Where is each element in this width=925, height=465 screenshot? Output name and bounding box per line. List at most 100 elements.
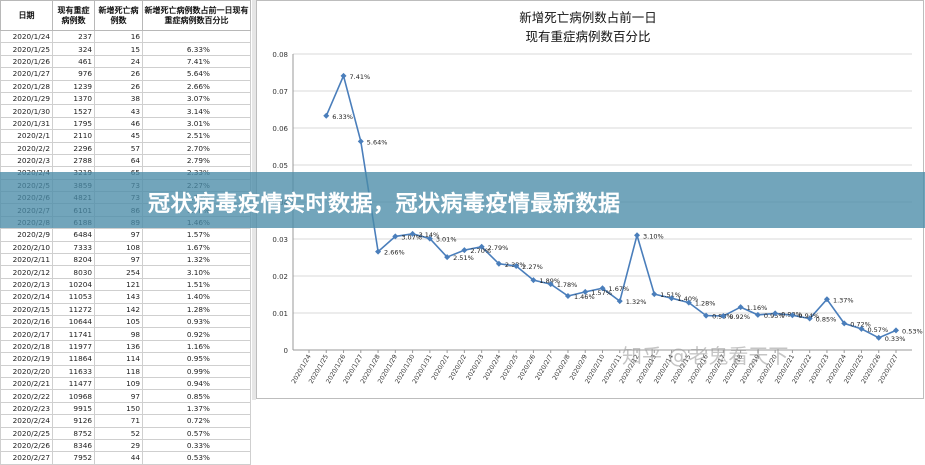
table-row: 2020/1/26 461 24 7.41% [0, 54, 251, 69]
cell-death-ratio: 0.92% [142, 327, 251, 341]
cell-death-ratio: 1.51% [142, 277, 251, 292]
table-row: 2020/2/22 10968 97 0.85% [0, 389, 251, 403]
cell-severe-cases: 7333 [52, 240, 95, 255]
cell-new-deaths: 97 [94, 228, 143, 242]
cell-severe-cases: 1370 [52, 91, 95, 106]
cell-date: 2020/1/28 [0, 79, 53, 93]
cell-death-ratio: 1.37% [142, 401, 251, 416]
cell-new-deaths: 64 [94, 153, 143, 168]
cell-date: 2020/2/13 [0, 277, 53, 292]
y-tick-label: 0.08 [272, 51, 288, 59]
cell-date: 2020/2/22 [0, 389, 53, 403]
data-point [634, 232, 641, 239]
cell-death-ratio: 2.66% [142, 79, 251, 93]
data-point [703, 312, 710, 319]
data-point [530, 277, 537, 284]
cell-death-ratio: 3.01% [142, 116, 251, 131]
header-death-ratio: 新增死亡病例数占前一日现有重症病例数百分比 [142, 0, 251, 31]
data-point [616, 298, 623, 305]
data-point [772, 310, 779, 317]
y-tick-label: 0.02 [272, 273, 288, 281]
table-row: 2020/2/27 7952 44 0.53% [0, 451, 251, 465]
table-row: 2020/2/23 9915 150 1.37% [0, 401, 251, 416]
cell-severe-cases: 461 [52, 54, 95, 69]
cell-death-ratio [142, 29, 251, 44]
data-label: 3.01% [436, 236, 457, 244]
data-point [513, 263, 520, 270]
cell-new-deaths: 16 [94, 29, 143, 44]
cell-date: 2020/2/14 [0, 290, 53, 304]
chart-gridlines [293, 53, 912, 351]
cell-new-deaths: 29 [94, 438, 143, 453]
data-label: 1.67% [609, 285, 630, 293]
table-row: 2020/2/16 10644 105 0.93% [0, 314, 251, 329]
y-tick-label: 0.01 [272, 310, 288, 318]
data-label: 1.46% [574, 293, 595, 301]
table-header-row: 日期 现有重症病例数 新增死亡病例数 新增死亡病例数占前一日现有重症病例数百分比 [0, 0, 251, 31]
cell-new-deaths: 43 [94, 104, 143, 118]
table-row: 2020/2/13 10204 121 1.51% [0, 277, 251, 292]
cell-date: 2020/2/10 [0, 240, 53, 255]
data-label: 2.70% [470, 247, 491, 255]
cell-severe-cases: 1527 [52, 104, 95, 118]
data-point [495, 260, 502, 267]
cell-severe-cases: 237 [52, 29, 95, 44]
cell-date: 2020/2/11 [0, 253, 53, 267]
cell-severe-cases: 11977 [52, 339, 95, 354]
cell-date: 2020/2/20 [0, 364, 53, 378]
cell-death-ratio: 0.85% [142, 389, 251, 403]
header-date: 日期 [0, 0, 53, 31]
cell-new-deaths: 44 [94, 451, 143, 465]
data-table: 日期 现有重症病例数 新增死亡病例数 新增死亡病例数占前一日现有重症病例数百分比… [0, 0, 251, 465]
cell-severe-cases: 8752 [52, 426, 95, 440]
cell-severe-cases: 11477 [52, 376, 95, 391]
data-label: 2.51% [453, 254, 474, 262]
cell-date: 2020/2/18 [0, 339, 53, 354]
table-row: 2020/2/14 11053 143 1.40% [0, 290, 251, 304]
data-point [323, 112, 330, 119]
data-label: 1.78% [557, 281, 578, 289]
plot-area: 6.33% 7.41% 5.64% 2.66% 3.07%3.14%3.01% 2.51%… [323, 72, 923, 343]
cell-severe-cases: 6484 [52, 228, 95, 242]
cell-date: 2020/1/24 [0, 29, 53, 44]
data-label: 1.37% [833, 296, 854, 304]
cell-new-deaths: 108 [94, 240, 143, 255]
data-label: 0.94% [798, 312, 819, 320]
cell-severe-cases: 11272 [52, 302, 95, 317]
data-point [478, 243, 485, 250]
data-label: 2.27% [522, 263, 543, 271]
cell-date: 2020/2/25 [0, 426, 53, 440]
cell-death-ratio: 2.51% [142, 129, 251, 143]
cell-date: 2020/1/31 [0, 116, 53, 131]
cell-severe-cases: 1239 [52, 79, 95, 93]
table-row: 2020/2/17 11741 98 0.92% [0, 327, 251, 341]
table-row: 2020/1/31 1795 46 3.01% [0, 116, 251, 131]
cell-severe-cases: 11864 [52, 352, 95, 366]
table-row: 2020/2/18 11977 136 1.16% [0, 339, 251, 354]
data-label: 3.07% [401, 233, 422, 241]
cell-new-deaths: 142 [94, 302, 143, 317]
data-label: 1.32% [626, 298, 647, 306]
cell-severe-cases: 976 [52, 67, 95, 81]
cell-date: 2020/1/29 [0, 91, 53, 106]
cell-death-ratio: 1.28% [142, 302, 251, 317]
cell-death-ratio: 1.16% [142, 339, 251, 354]
cell-new-deaths: 254 [94, 265, 143, 279]
series-line [325, 73, 897, 339]
data-label: 0.33% [885, 335, 906, 343]
data-label: 0.57% [867, 326, 888, 334]
data-label: 6.33% [332, 113, 353, 121]
cell-severe-cases: 11053 [52, 290, 95, 304]
table-row: 2020/2/21 11477 109 0.94% [0, 376, 251, 391]
table-body: 2020/1/24 237 16 2020/1/25 324 15 6.33% 2020/1/… [0, 29, 251, 465]
cell-death-ratio: 3.10% [142, 265, 251, 279]
table-row: 2020/2/20 11633 118 0.99% [0, 364, 251, 378]
data-point [858, 325, 865, 332]
data-label: 5.64% [367, 138, 388, 146]
data-label: 0.85% [816, 316, 837, 324]
table-row: 2020/2/3 2788 64 2.79% [0, 153, 251, 168]
cell-severe-cases: 2296 [52, 141, 95, 155]
data-point [426, 235, 433, 242]
cell-severe-cases: 11633 [52, 364, 95, 378]
data-point [789, 312, 796, 319]
